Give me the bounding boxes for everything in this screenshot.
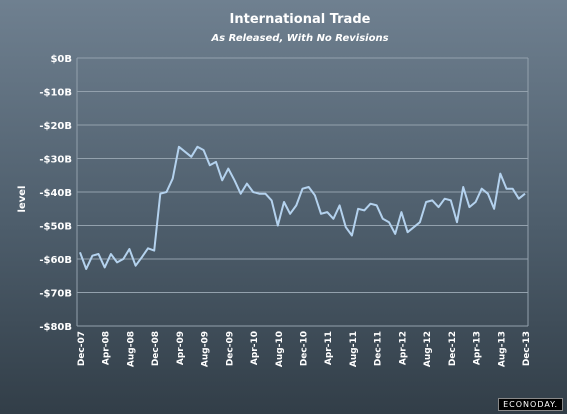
x-tick-label: Aug-09 <box>201 331 211 367</box>
x-tick-label: Aug-12 <box>423 331 433 367</box>
x-axis-ticks: Dec-07 Apr-08 Aug-08 Dec-08 Apr-09 Aug-09 Dec-… <box>77 331 532 367</box>
x-tick-label: Apr-12 <box>398 331 408 365</box>
trade-balance-line <box>79 145 526 270</box>
y-tick-label: -$10B <box>39 88 72 99</box>
x-tick-label: Dec-12 <box>448 331 458 366</box>
x-tick-label: Dec-09 <box>225 331 235 366</box>
x-tick-label: Apr-08 <box>102 331 112 365</box>
y-tick-label: -$50B <box>39 222 72 233</box>
series-lines <box>79 145 526 270</box>
chart-title: International Trade <box>229 12 371 27</box>
x-tick-label: Aug-13 <box>497 331 507 367</box>
x-tick-label: Aug-08 <box>126 331 136 367</box>
x-tick-label: Dec-10 <box>300 331 310 366</box>
x-tick-label: Dec-08 <box>151 331 161 366</box>
x-tick-label: Dec-13 <box>522 331 532 366</box>
y-axis-ticks: $0B -$10B -$20B -$30B -$40B -$50B -$60B -$70B -$… <box>39 54 72 333</box>
y-tick-label: -$60B <box>39 255 72 266</box>
x-tick-label: Apr-10 <box>250 331 260 365</box>
x-tick-label: Apr-11 <box>324 331 334 365</box>
x-tick-label: Dec-11 <box>374 331 384 366</box>
y-tick-label: -$70B <box>39 289 72 300</box>
x-tick-label: Dec-07 <box>77 331 87 366</box>
y-tick-label: -$80B <box>39 322 72 333</box>
x-tick-label: Aug-10 <box>275 331 285 367</box>
chart-subtitle: As Released, With No Revisions <box>211 33 389 44</box>
x-tick-label: Apr-09 <box>176 331 186 365</box>
y-tick-label: -$40B <box>39 188 72 199</box>
y-tick-label: -$30B <box>39 155 72 166</box>
y-tick-label: $0B <box>50 54 72 65</box>
gridlines <box>76 57 529 327</box>
econoday-logo: ECONODAY. <box>498 398 563 411</box>
y-tick-label: -$20B <box>39 121 72 132</box>
x-tick-label: Aug-11 <box>349 331 359 367</box>
x-tick-label: Apr-13 <box>473 331 483 365</box>
